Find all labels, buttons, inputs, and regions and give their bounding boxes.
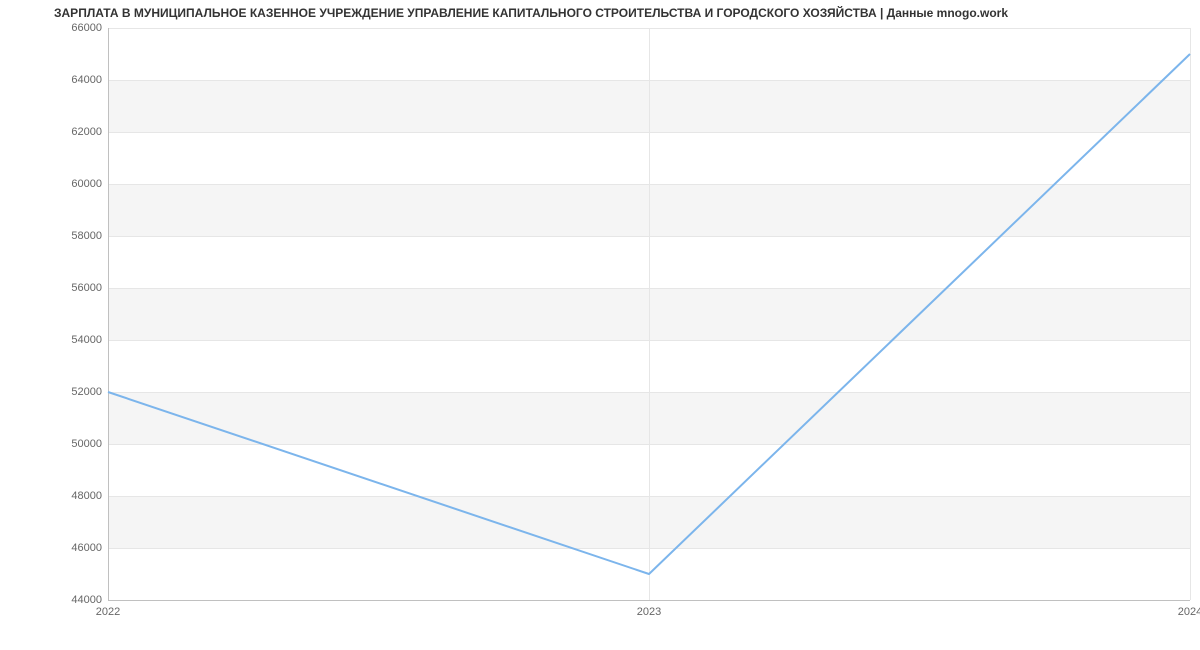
y-tick-label: 66000 [71, 22, 102, 34]
x-tick-label: 2024 [1178, 606, 1200, 618]
line-layer [108, 28, 1190, 600]
y-tick-label: 62000 [71, 126, 102, 138]
x-tick-label: 2022 [96, 606, 120, 618]
y-tick-label: 54000 [71, 334, 102, 346]
y-tick-label: 46000 [71, 542, 102, 554]
x-gridline [1190, 28, 1191, 600]
y-tick-label: 58000 [71, 230, 102, 242]
chart-title: ЗАРПЛАТА В МУНИЦИПАЛЬНОЕ КАЗЕННОЕ УЧРЕЖД… [54, 6, 1008, 20]
y-tick-label: 52000 [71, 386, 102, 398]
x-axis-line [108, 600, 1190, 601]
y-tick-label: 44000 [71, 594, 102, 606]
y-tick-label: 48000 [71, 490, 102, 502]
y-tick-label: 60000 [71, 178, 102, 190]
x-tick-label: 2023 [637, 606, 661, 618]
plot-area: 4400046000480005000052000540005600058000… [108, 28, 1190, 600]
y-tick-label: 50000 [71, 438, 102, 450]
y-tick-label: 56000 [71, 282, 102, 294]
y-tick-label: 64000 [71, 74, 102, 86]
series-line-salary [108, 54, 1190, 574]
